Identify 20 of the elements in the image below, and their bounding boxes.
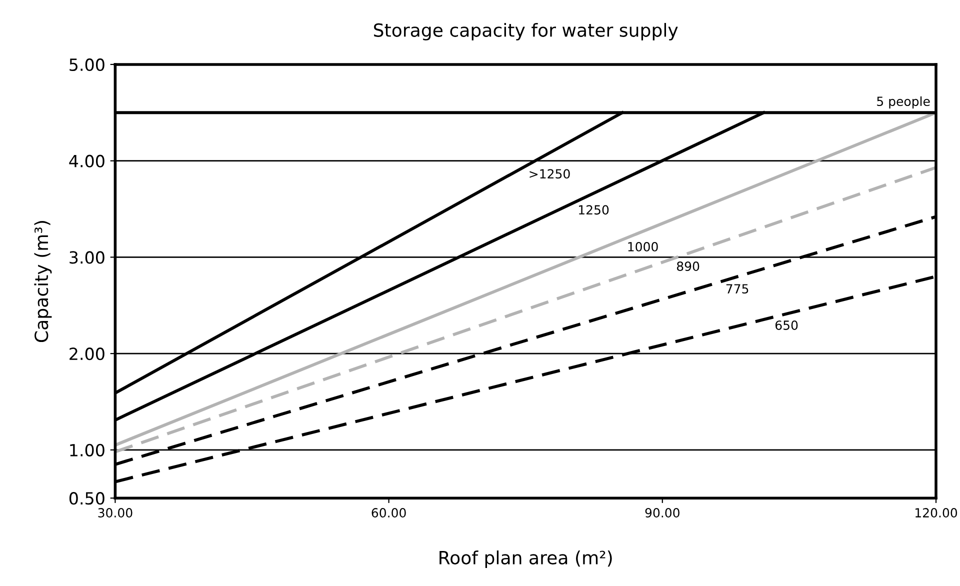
x-tick-label: 30.00 — [98, 508, 132, 518]
x-tick-label: 60.00 — [372, 508, 406, 518]
series-label: 1000 — [628, 242, 658, 252]
series-label: >1250 — [530, 169, 570, 179]
y-tick-label: 4.00 — [69, 154, 104, 168]
series-label: 775 — [726, 284, 748, 294]
series-label: 890 — [676, 262, 700, 271]
series-label: 1250 — [579, 205, 609, 215]
x-tick-label: 90.00 — [645, 508, 680, 518]
ref-line-label: 5 people — [877, 96, 930, 108]
y-tick-label: 3.00 — [70, 251, 104, 264]
y-tick-label: 2.00 — [70, 348, 104, 360]
x-tick-label: 120.00 — [916, 508, 958, 518]
chart-title: Storage capacity for water supply — [374, 22, 678, 40]
y-tick-label: 5.00 — [70, 58, 104, 72]
y-tick-label: 1.00 — [70, 444, 104, 456]
series-label: 650 — [775, 320, 798, 330]
y-tick-label: 0.50 — [69, 492, 104, 505]
y-axis-title: Capacity (m³) — [34, 221, 52, 342]
x-axis-title: Roof plan area (m²) — [440, 550, 612, 568]
